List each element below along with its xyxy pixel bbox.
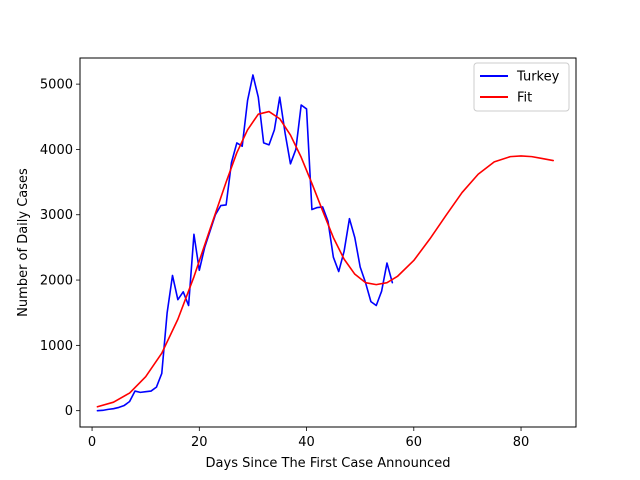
x-axis: 0 20 40 60 80	[88, 427, 529, 450]
legend: Turkey Fit	[473, 62, 570, 112]
y-tick-label: 1000	[40, 339, 73, 354]
legend-label-fit: Fit	[517, 91, 532, 106]
x-tick-label: 0	[88, 435, 96, 450]
y-tick-label: 5000	[40, 78, 73, 93]
y-tick-label: 3000	[40, 208, 73, 223]
y-axis: 0 1000 2000 3000 4000 5000	[40, 78, 80, 419]
y-axis-label: Number of Daily Cases	[16, 168, 31, 317]
x-tick-label: 60	[406, 435, 423, 450]
plot-frame	[79, 57, 577, 428]
legend-label-turkey: Turkey	[516, 70, 560, 85]
series-line-fit	[96, 110, 555, 408]
x-axis-label: Days Since The First Case Announced	[206, 456, 451, 471]
x-tick-label: 20	[191, 435, 208, 450]
y-tick-label: 4000	[40, 143, 73, 158]
plot-background	[80, 58, 576, 427]
series-layer	[96, 74, 555, 412]
series-line-turkey	[96, 74, 394, 412]
y-tick-label: 2000	[40, 274, 73, 289]
x-tick-label: 80	[513, 435, 530, 450]
x-tick-label: 40	[298, 435, 315, 450]
y-tick-label: 0	[65, 404, 73, 419]
